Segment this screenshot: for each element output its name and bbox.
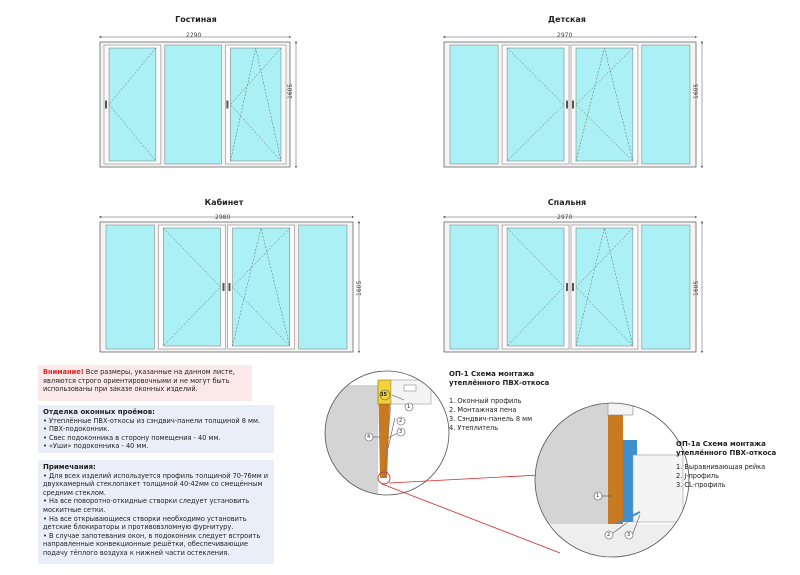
fixed-glass xyxy=(449,224,499,350)
scheme1-title-line2: утеплённого ПВХ-откоса xyxy=(449,379,550,387)
fixed-glass xyxy=(164,44,222,165)
notes-item: • На все поворотно-откидные створки след… xyxy=(43,497,250,514)
fixed-glass xyxy=(641,44,691,165)
callout-2: 2 xyxy=(399,418,403,424)
window-bedroom xyxy=(443,221,697,353)
width-dim-bedroom: 2970 xyxy=(557,214,573,221)
window-kids xyxy=(443,41,697,168)
finishing-item: • «Уши» подоконника - 40 мм. xyxy=(43,442,149,451)
width-dim-study: 2980 xyxy=(215,214,231,221)
handle-icon xyxy=(226,100,229,109)
window-title-bedroom: Спальня xyxy=(547,198,587,207)
callout-1: 1 xyxy=(407,404,411,410)
sash-glass xyxy=(232,227,290,347)
scheme2-legend: 1. Выравнивающая рейка 2. J-профиль 3. C… xyxy=(676,463,765,490)
scheme2-title-line1: ОП-1а Схема монтажа xyxy=(676,440,766,448)
sash-glass xyxy=(575,227,634,347)
window-title-kids: Детская xyxy=(548,15,586,24)
sash-glass xyxy=(163,227,221,347)
handle-icon xyxy=(566,100,568,109)
handle-icon xyxy=(105,100,107,109)
sash-glass xyxy=(506,227,565,347)
height-dim-living: 1605 xyxy=(287,83,294,99)
fixed-glass xyxy=(105,224,155,350)
finishing-item: • ПВХ-подоконник. xyxy=(43,425,110,434)
finishing-item: • Свес подоконника в сторону помещения -… xyxy=(43,433,221,442)
scheme2-legend-item: 3. CL-профиль xyxy=(676,481,726,489)
scheme2-detail xyxy=(535,403,689,557)
sash-glass xyxy=(230,47,282,162)
fixed-glass xyxy=(449,44,499,165)
warning-label: Внимание! xyxy=(43,368,84,376)
handle-icon xyxy=(572,100,574,109)
sash-glass xyxy=(108,47,157,162)
fixed-glass xyxy=(298,224,348,350)
handle-icon xyxy=(222,283,225,291)
handle-icon xyxy=(572,283,574,291)
callout2-3: 3 xyxy=(627,532,631,538)
scheme2-title: ОП-1а Схема монтажа утеплённого ПВХ-отко… xyxy=(676,440,776,458)
scheme1-title-line1: ОП-1 Схема монтажа xyxy=(449,370,535,378)
callout-4: 4 xyxy=(367,434,371,440)
window-living xyxy=(99,41,291,168)
height-dim-bedroom: 1605 xyxy=(693,280,700,296)
height-dim-study: 1605 xyxy=(356,280,363,296)
scheme1-legend-item: 4. Утеплитель xyxy=(449,424,499,432)
handle-icon xyxy=(566,283,568,291)
height-dim-kids: 1605 xyxy=(693,83,700,99)
width-dim-living: 2290 xyxy=(186,32,202,39)
sash-glass xyxy=(575,47,634,162)
fixed-glass xyxy=(641,224,691,350)
notes-item: • Для всех изделий используется профиль … xyxy=(43,471,269,497)
callout-3: 3 xyxy=(399,429,403,435)
sash-glass xyxy=(506,47,565,162)
finishing-item: • Утеплённые ПВХ-откосы из сэндвич-панел… xyxy=(43,416,261,425)
windows-drawing xyxy=(98,35,704,354)
window-title-living: Гостиная xyxy=(175,15,217,24)
callout2-1: 1 xyxy=(596,493,600,499)
scheme2-title-line2: утеплённого ПВХ-откоса xyxy=(676,449,777,457)
handle-icon xyxy=(228,283,231,291)
installation-schemes xyxy=(324,370,690,558)
scheme1-legend-item: 3. Сэндвич-панель 8 мм xyxy=(449,415,533,423)
scheme1-legend-item: 2. Монтажная пена xyxy=(449,406,517,414)
scheme1-title: ОП-1 Схема монтажа утеплённого ПВХ-откос… xyxy=(449,370,549,388)
notes-item: • На все открывающиеся створки необходим… xyxy=(43,514,247,532)
notes-item: • В случае запотевания окон, в подоконни… xyxy=(43,531,261,557)
scheme2-legend-item: 2. J-профиль xyxy=(676,472,720,480)
callout2-2: 2 xyxy=(607,532,611,538)
scheme1-legend-item: 1. Оконный профиль xyxy=(449,397,522,405)
width-dim-kids: 2970 xyxy=(557,32,573,39)
callout-35: 35 xyxy=(380,392,387,398)
warning-box: Внимание! Все размеры, указанные на данн… xyxy=(38,365,252,401)
scheme1-legend: 1. Оконный профиль 2. Монтажная пена 3. … xyxy=(449,397,532,433)
scheme2-legend-item: 1. Выравнивающая рейка xyxy=(676,463,766,471)
warning-text: Все размеры, указанные на данном листе, … xyxy=(43,368,235,394)
window-study xyxy=(99,221,354,353)
finishing-heading: Отделка оконных проёмов: xyxy=(43,408,155,416)
finishing-box: Отделка оконных проёмов: • Утеплённые ПВ… xyxy=(38,405,274,453)
notes-heading: Примечания: xyxy=(43,463,96,471)
notes-box: Примечания: • Для всех изделий используе… xyxy=(38,460,274,564)
window-title-study: Кабинет xyxy=(204,198,244,207)
